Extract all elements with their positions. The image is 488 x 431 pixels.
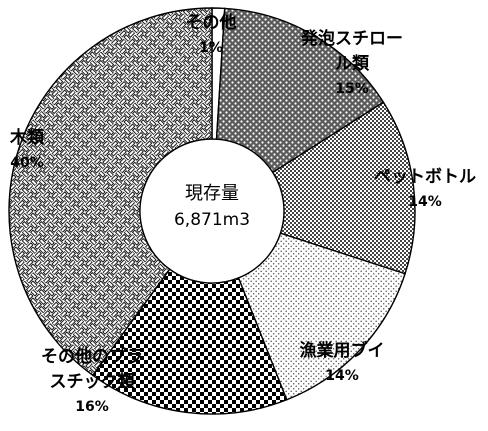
slice-percent: 14% (408, 194, 442, 210)
pie-slice (215, 7, 385, 174)
slice-label-text: その他 (186, 12, 237, 33)
slice-label-text: ペットボトル (374, 167, 476, 187)
slice-label: 木類 40% (9, 127, 45, 171)
slice-label-text: ル類 (335, 54, 370, 74)
slice-label: ペットボトル 14% (374, 167, 476, 210)
slice-label-text: 漁業用ブイ (300, 340, 385, 361)
center-value: 6,871m3 (174, 210, 250, 230)
slice-label: その他 1% (186, 12, 237, 56)
center-label-group: 現存量 6,871m3 (174, 183, 250, 230)
slice-label: 漁業用ブイ 14% (300, 340, 385, 384)
slice-percent: 16% (75, 399, 109, 415)
slice-label-text: 木類 (9, 127, 45, 148)
slice-percent: 15% (335, 81, 369, 97)
slice-percent: 1% (199, 40, 223, 56)
slices-layer (8, 7, 416, 415)
pie-slice (271, 101, 416, 275)
slice-percent: 40% (10, 155, 44, 171)
pie-slice (91, 268, 288, 415)
slice-percent: 14% (325, 368, 359, 384)
pie-slice (237, 232, 406, 401)
pie-slice (8, 7, 213, 377)
slice-label-text: その他のプラ (41, 346, 143, 367)
slice-label-text: スチック類 (50, 372, 136, 392)
center-title: 現存量 (185, 183, 239, 204)
slice-label-text: 発泡スチロー (300, 28, 403, 49)
